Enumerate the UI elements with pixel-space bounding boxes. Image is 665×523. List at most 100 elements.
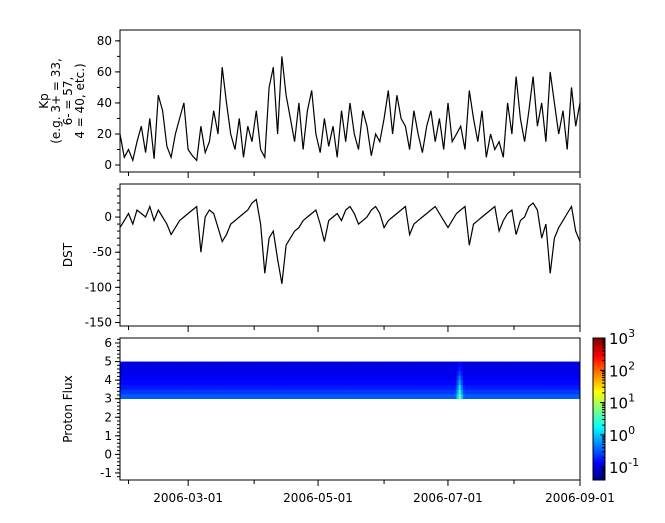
heatmap-cell: [447, 389, 451, 395]
heatmap-cell: [245, 389, 249, 395]
colorbar-segment: [593, 373, 605, 377]
heatmap-cell: [343, 380, 347, 386]
heatmap-cell: [273, 375, 276, 381]
heatmap-cell: [386, 389, 389, 395]
heatmap-cell: [252, 384, 255, 390]
heatmap-cell: [156, 389, 159, 395]
heatmap-cell: [309, 389, 313, 395]
heatmap-cell: [132, 380, 136, 386]
heatmap-cell: [569, 380, 572, 386]
heatmap-cell: [241, 361, 244, 367]
heatmap-cell: [398, 366, 402, 372]
heatmap-cell: [396, 375, 400, 381]
heatmap-cell: [388, 370, 391, 376]
heatmap-cell: [290, 370, 293, 376]
heatmap-cell: [279, 384, 283, 390]
heatmap-cell: [168, 394, 172, 399]
heatmap-cell: [526, 384, 530, 390]
heatmap-cell: [548, 361, 551, 367]
heatmap-cell: [373, 394, 376, 399]
heatmap-cell: [222, 389, 225, 395]
heatmap-cell: [294, 375, 298, 381]
heatmap-cell: [120, 366, 123, 372]
heatmap-cell: [537, 384, 540, 390]
heatmap-cell: [130, 361, 134, 367]
heatmap-cell: [424, 380, 428, 386]
heatmap-cell: [298, 384, 302, 390]
colorbar-segment: [593, 423, 605, 427]
x-tick-label: 2006-07-01: [413, 491, 483, 505]
heatmap-cell: [447, 394, 451, 399]
heatmap-cell: [126, 384, 129, 390]
heatmap-cell: [283, 370, 287, 376]
heatmap-cell: [352, 361, 355, 367]
heatmap-cell: [120, 394, 123, 399]
heatmap-cell: [217, 370, 221, 376]
heatmap-cell: [531, 389, 534, 395]
heatmap-cell: [437, 370, 440, 376]
heatmap-cell: [134, 384, 138, 390]
heatmap-cell: [567, 394, 570, 399]
heatmap-cell: [164, 384, 168, 390]
heatmap-cell: [151, 361, 155, 367]
heatmap-cell: [569, 394, 572, 399]
heatmap-cell: [503, 366, 506, 372]
heatmap-cell: [507, 375, 511, 381]
heatmap-cell: [303, 366, 306, 372]
heatmap-cell: [384, 389, 387, 395]
heatmap-cell: [258, 370, 261, 376]
heatmap-cell: [524, 389, 528, 395]
heatmap-cell: [462, 394, 466, 399]
heatmap-cell: [120, 384, 123, 390]
heatmap-cell: [452, 380, 455, 386]
heatmap-cell: [190, 380, 193, 386]
heatmap-cell: [171, 389, 174, 395]
heatmap-cell: [456, 370, 460, 376]
heatmap-cell: [377, 384, 381, 390]
heatmap-cell: [120, 389, 123, 395]
heatmap-cell: [154, 384, 157, 390]
heatmap-cell: [298, 394, 302, 399]
heatmap-cell: [232, 361, 236, 367]
heatmap-cell: [243, 384, 247, 390]
heatmap-cell: [450, 366, 453, 372]
heatmap-cell: [420, 389, 423, 395]
heatmap-cell: [332, 380, 336, 386]
heatmap-cell: [192, 394, 195, 399]
heatmap-cell: [183, 394, 187, 399]
heatmap-cell: [358, 380, 362, 386]
heatmap-cell: [467, 366, 470, 372]
heatmap-cell: [352, 375, 355, 381]
heatmap-cell: [352, 384, 355, 390]
heatmap-cell: [488, 394, 491, 399]
heatmap-cell: [413, 361, 417, 367]
heatmap-cell: [254, 380, 257, 386]
heatmap-cell: [447, 370, 451, 376]
heatmap-cell: [482, 384, 485, 390]
heatmap-cell: [215, 361, 219, 367]
heatmap-cell: [224, 375, 227, 381]
colorbar-segment: [593, 411, 605, 415]
heatmap-cell: [243, 361, 247, 367]
heatmap-cell: [156, 384, 159, 390]
colorbar-segment: [593, 406, 605, 410]
heatmap-cell: [175, 370, 178, 376]
heatmap-cell: [154, 361, 157, 367]
heatmap-cell: [575, 375, 579, 381]
heatmap-cell: [279, 380, 283, 386]
heatmap-cell: [126, 370, 129, 376]
heatmap-cell: [467, 375, 470, 381]
heatmap-cell: [360, 370, 364, 376]
heatmap-cell: [211, 384, 215, 390]
heatmap-cell: [252, 380, 255, 386]
heatmap-cell: [488, 370, 491, 376]
heatmap-cell: [422, 389, 425, 395]
heatmap-cell: [305, 384, 308, 390]
heatmap-cell: [562, 394, 566, 399]
colorbar-tick-exponent: 3: [628, 327, 635, 340]
heatmap-cell: [416, 384, 419, 390]
heatmap-cell: [407, 394, 411, 399]
heatmap-cell: [235, 375, 238, 381]
heatmap-cell: [426, 375, 430, 381]
heatmap-cell: [494, 361, 498, 367]
